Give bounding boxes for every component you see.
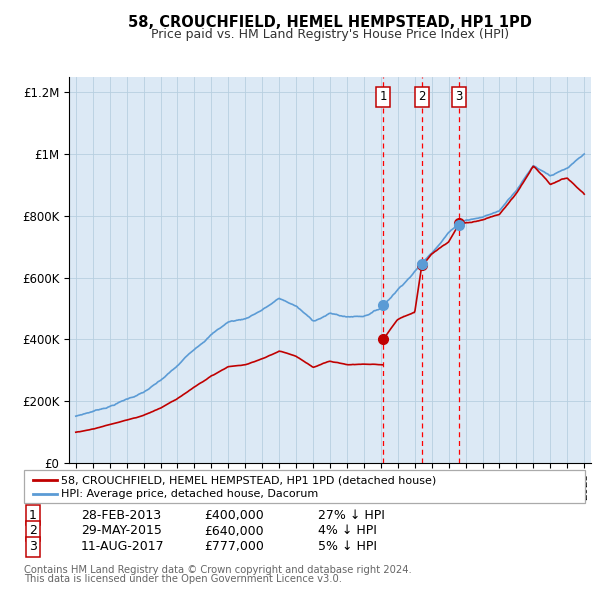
Text: £777,000: £777,000	[204, 540, 264, 553]
Text: 58, CROUCHFIELD, HEMEL HEMPSTEAD, HP1 1PD (detached house): 58, CROUCHFIELD, HEMEL HEMPSTEAD, HP1 1P…	[61, 476, 436, 485]
Text: £400,000: £400,000	[204, 509, 264, 522]
Text: 27% ↓ HPI: 27% ↓ HPI	[318, 509, 385, 522]
Text: 4% ↓ HPI: 4% ↓ HPI	[318, 525, 377, 537]
Text: This data is licensed under the Open Government Licence v3.0.: This data is licensed under the Open Gov…	[24, 574, 342, 584]
Text: 29-MAY-2015: 29-MAY-2015	[81, 525, 162, 537]
Text: 1: 1	[29, 509, 37, 522]
Text: 3: 3	[29, 540, 37, 553]
Text: 58, CROUCHFIELD, HEMEL HEMPSTEAD, HP1 1PD: 58, CROUCHFIELD, HEMEL HEMPSTEAD, HP1 1P…	[128, 15, 532, 30]
Text: 2: 2	[418, 90, 425, 103]
Text: 5% ↓ HPI: 5% ↓ HPI	[318, 540, 377, 553]
Text: HPI: Average price, detached house, Dacorum: HPI: Average price, detached house, Daco…	[61, 490, 319, 499]
Text: Price paid vs. HM Land Registry's House Price Index (HPI): Price paid vs. HM Land Registry's House …	[151, 28, 509, 41]
Text: 1: 1	[380, 90, 387, 103]
Text: 3: 3	[455, 90, 463, 103]
Text: 2: 2	[29, 525, 37, 537]
Text: £640,000: £640,000	[204, 525, 263, 537]
Text: 28-FEB-2013: 28-FEB-2013	[81, 509, 161, 522]
Text: 11-AUG-2017: 11-AUG-2017	[81, 540, 164, 553]
Text: Contains HM Land Registry data © Crown copyright and database right 2024.: Contains HM Land Registry data © Crown c…	[24, 565, 412, 575]
